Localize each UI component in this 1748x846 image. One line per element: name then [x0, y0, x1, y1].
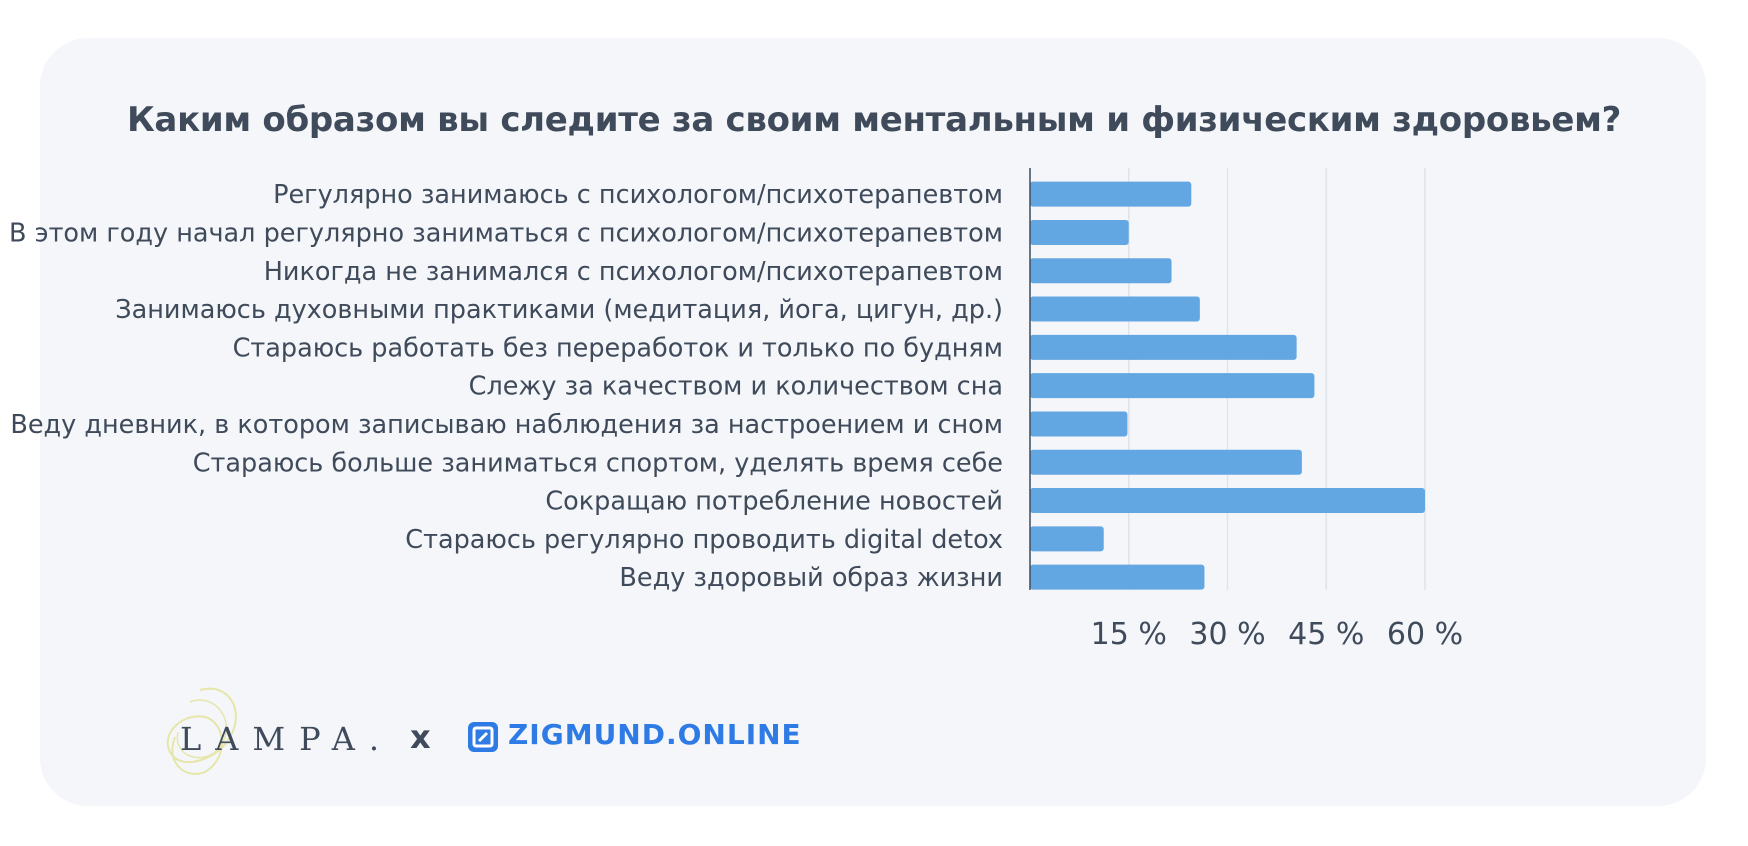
- bar: [1030, 181, 1192, 207]
- category-label: Регулярно занимаюсь с психологом/психоте…: [273, 180, 1003, 210]
- category-labels: Регулярно занимаюсь с психологом/психоте…: [9, 180, 1003, 593]
- category-label: Слежу за качеством и количеством сна: [469, 372, 1003, 402]
- zigmund-icon: [468, 722, 498, 752]
- bars: [1030, 181, 1425, 590]
- category-label: Занимаюсь духовными практиками (медитаци…: [115, 295, 1003, 325]
- lampa-logo: LAMPA.: [180, 720, 393, 758]
- bar: [1030, 526, 1104, 552]
- bar: [1030, 564, 1205, 590]
- bar: [1030, 449, 1302, 475]
- x-tick-label: 15 %: [1091, 617, 1167, 652]
- category-label: Веду здоровый образ жизни: [619, 563, 1003, 593]
- chart-card: [40, 38, 1706, 806]
- x-tick-label: 30 %: [1189, 617, 1265, 652]
- x-tick-label: 45 %: [1288, 617, 1364, 652]
- bar: [1030, 219, 1129, 245]
- category-label: Сокращаю потребление новостей: [545, 487, 1003, 517]
- bar: [1030, 258, 1172, 284]
- category-label: В этом году начал регулярно заниматься с…: [9, 218, 1003, 248]
- logo-separator: x: [410, 718, 431, 756]
- category-label: Стараюсь работать без переработок и толь…: [233, 333, 1003, 363]
- category-label: Веду дневник, в котором записываю наблюд…: [10, 410, 1003, 440]
- bar: [1030, 334, 1297, 360]
- category-label: Стараюсь больше заниматься спортом, удел…: [193, 448, 1003, 478]
- category-label: Стараюсь регулярно проводить digital det…: [405, 525, 1003, 555]
- lampa-swirl-icon: [166, 687, 237, 775]
- zigmund-logo: ZIGMUND.ONLINE: [508, 718, 802, 751]
- x-tick-label: 60 %: [1387, 617, 1463, 652]
- chart-title: Каким образом вы следите за своим ментал…: [126, 100, 1622, 140]
- bar: [1030, 488, 1425, 514]
- x-tick-labels: 15 % 30 % 45 % 60 %: [1091, 617, 1463, 652]
- category-label: Никогда не занимался с психологом/психот…: [264, 257, 1003, 287]
- bar: [1030, 373, 1315, 399]
- bar: [1030, 296, 1200, 322]
- bar: [1030, 411, 1128, 437]
